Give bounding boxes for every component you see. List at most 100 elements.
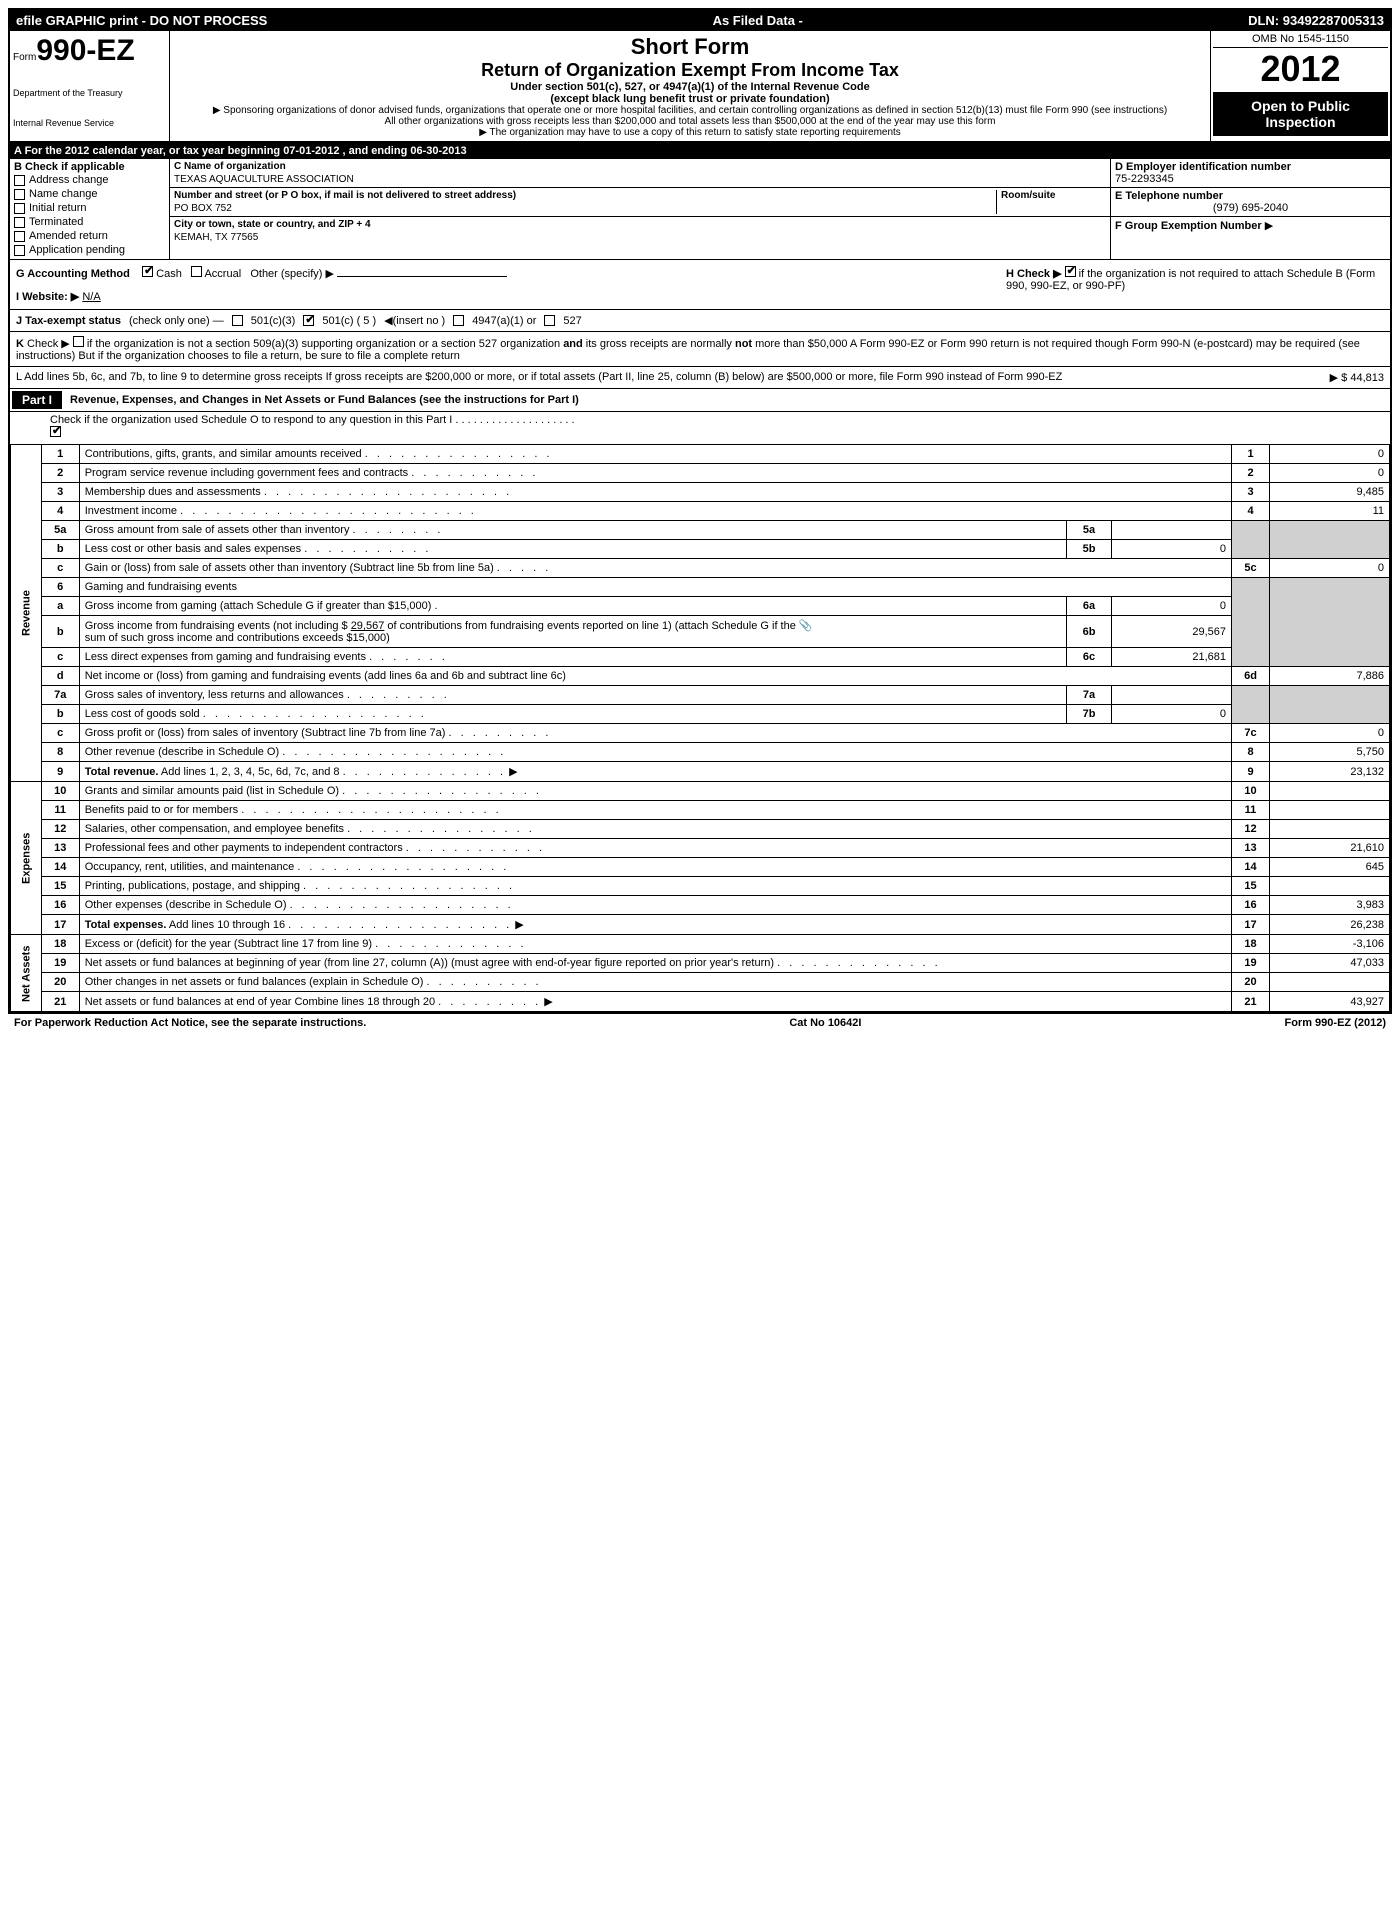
checkbox-part1[interactable]: ✔	[50, 426, 61, 437]
checkbox-527[interactable]	[544, 315, 555, 326]
cash-label: Cash	[156, 268, 182, 280]
dept-treasury: Department of the Treasury	[13, 88, 166, 98]
form-right-block: OMB No 1545-1150 2012 Open to Public Ins…	[1210, 31, 1390, 141]
part-1-check-text: Check if the organization used Schedule …	[50, 414, 575, 426]
i-value: N/A	[82, 291, 100, 303]
checkbox-501c[interactable]: ✔	[303, 315, 314, 326]
l-arrow: ▶	[1330, 372, 1338, 384]
line-5b: b Less cost or other basis and sales exp…	[11, 540, 1390, 559]
col-b: B Check if applicable Address change Nam…	[10, 159, 170, 259]
line-13: 13 Professional fees and other payments …	[11, 839, 1390, 858]
b-label: B Check if applicable	[14, 161, 165, 173]
d-label: D Employer identification number	[1115, 161, 1386, 173]
j-label: J Tax-exempt status	[16, 315, 121, 327]
c-street: PO BOX 752	[174, 203, 996, 214]
line-21: 21 Net assets or fund balances at end of…	[11, 992, 1390, 1012]
open-public-1: Open to Public	[1216, 98, 1385, 114]
checkbox-amended[interactable]	[14, 231, 25, 242]
open-public-2: Inspection	[1216, 114, 1385, 130]
g-row: G Accounting Method ✔ Cash Accrual Other…	[10, 260, 1390, 310]
j-opt2: 501(c) ( 5 )	[322, 315, 376, 327]
line-1: Revenue 1 Contributions, gifts, grants, …	[11, 445, 1390, 464]
checkbox-cash[interactable]: ✔	[142, 266, 153, 277]
subtitle: Under section 501(c), 527, or 4947(a)(1)…	[178, 81, 1202, 93]
checkbox-accrual[interactable]	[191, 266, 202, 277]
c-city: KEMAH, TX 77565	[174, 232, 1106, 243]
line-7b: b Less cost of goods sold . . . . . . . …	[11, 705, 1390, 724]
form-number: 990-EZ	[36, 34, 134, 67]
g-right: H Check ▶ ✔ if the organization is not r…	[1000, 260, 1390, 309]
form-header: Form990-EZ Department of the Treasury In…	[10, 31, 1390, 143]
f-label: F Group Exemption Number	[1115, 220, 1262, 232]
c-room-label: Room/suite	[1001, 190, 1106, 201]
check-name: Name change	[29, 188, 98, 200]
e-value: (979) 695-2040	[1115, 202, 1386, 214]
checkbox-address[interactable]	[14, 175, 25, 186]
footer: For Paperwork Reduction Act Notice, see …	[8, 1014, 1392, 1032]
line-6d: d Net income or (loss) from gaming and f…	[11, 667, 1390, 686]
footer-right: Form 990-EZ (2012)	[1284, 1017, 1386, 1029]
line-18: Net Assets 18 Excess or (deficit) for th…	[11, 935, 1390, 954]
part-1-title: Revenue, Expenses, and Changes in Net As…	[62, 394, 579, 406]
line-10: Expenses 10 Grants and similar amounts p…	[11, 782, 1390, 801]
j-row: J Tax-exempt status (check only one) — 5…	[10, 310, 1390, 332]
header-center: As Filed Data -	[713, 13, 803, 28]
line-17: 17 Total expenses. Add lines 10 through …	[11, 915, 1390, 935]
c-street-label: Number and street (or P O box, if mail i…	[174, 190, 996, 201]
part-1-badge: Part I	[12, 391, 62, 409]
c-name: TEXAS AQUACULTURE ASSOCIATION	[174, 174, 1106, 185]
l-value: $ 44,813	[1341, 372, 1384, 384]
return-title: Return of Organization Exempt From Incom…	[178, 60, 1202, 81]
i-label: I Website: ▶	[16, 291, 79, 303]
checkbox-pending[interactable]	[14, 245, 25, 256]
note-1: ▶ Sponsoring organizations of donor advi…	[178, 105, 1202, 116]
net-assets-label: Net Assets	[11, 935, 42, 1012]
form-container: efile GRAPHIC print - DO NOT PROCESS As …	[8, 8, 1392, 1014]
note-3: ▶ The organization may have to use a cop…	[178, 127, 1202, 138]
line-20: 20 Other changes in net assets or fund b…	[11, 973, 1390, 992]
line-8: 8 Other revenue (describe in Schedule O)…	[11, 743, 1390, 762]
checkbox-terminated[interactable]	[14, 217, 25, 228]
checkbox-h[interactable]: ✔	[1065, 266, 1076, 277]
header-right: DLN: 93492287005313	[1248, 13, 1384, 28]
checkbox-initial[interactable]	[14, 203, 25, 214]
line-9: 9 Total revenue. Add lines 1, 2, 3, 4, 5…	[11, 762, 1390, 782]
line-6: 6 Gaming and fundraising events	[11, 578, 1390, 597]
checkbox-4947[interactable]	[453, 315, 464, 326]
line-6a: a Gross income from gaming (attach Sched…	[11, 597, 1390, 616]
header-bar: efile GRAPHIC print - DO NOT PROCESS As …	[10, 10, 1390, 31]
footer-left: For Paperwork Reduction Act Notice, see …	[14, 1017, 366, 1029]
line-4: 4 Investment income . . . . . . . . . . …	[11, 502, 1390, 521]
form-title-block: Short Form Return of Organization Exempt…	[170, 31, 1210, 141]
check-pending: Application pending	[29, 244, 125, 256]
line-5a: 5a Gross amount from sale of assets othe…	[11, 521, 1390, 540]
g-left: G Accounting Method ✔ Cash Accrual Other…	[10, 260, 1000, 309]
checkbox-501c3[interactable]	[232, 315, 243, 326]
part-1-check: Check if the organization used Schedule …	[10, 412, 1390, 444]
line-2: 2 Program service revenue including gove…	[11, 464, 1390, 483]
paren-note: (except black lung benefit trust or priv…	[178, 93, 1202, 105]
note-2: All other organizations with gross recei…	[178, 116, 1202, 127]
line-11: 11 Benefits paid to or for members . . .…	[11, 801, 1390, 820]
checkbox-k[interactable]	[73, 336, 84, 347]
line-14: 14 Occupancy, rent, utilities, and maint…	[11, 858, 1390, 877]
header-left: efile GRAPHIC print - DO NOT PROCESS	[16, 13, 267, 28]
line-6b: b Gross income from fundraising events (…	[11, 616, 1390, 648]
form-id-block: Form990-EZ Department of the Treasury In…	[10, 31, 170, 141]
line-16: 16 Other expenses (describe in Schedule …	[11, 896, 1390, 915]
line-19: 19 Net assets or fund balances at beginn…	[11, 954, 1390, 973]
h-label: H Check ▶	[1006, 268, 1062, 280]
line-7c: c Gross profit or (loss) from sales of i…	[11, 724, 1390, 743]
section-b: B Check if applicable Address change Nam…	[10, 159, 1390, 260]
f-arrow: ▶	[1265, 220, 1273, 232]
j-insert: ◀(insert no )	[384, 314, 445, 327]
c-city-label: City or town, state or country, and ZIP …	[174, 219, 1106, 230]
check-terminated: Terminated	[29, 216, 83, 228]
other-label: Other (specify) ▶	[250, 268, 334, 280]
j-sub: (check only one) —	[129, 315, 224, 327]
tax-year: 2012	[1213, 48, 1388, 90]
omb-number: OMB No 1545-1150	[1213, 33, 1388, 48]
accrual-label: Accrual	[204, 268, 241, 280]
j-opt1: 501(c)(3)	[251, 315, 296, 327]
checkbox-name[interactable]	[14, 189, 25, 200]
